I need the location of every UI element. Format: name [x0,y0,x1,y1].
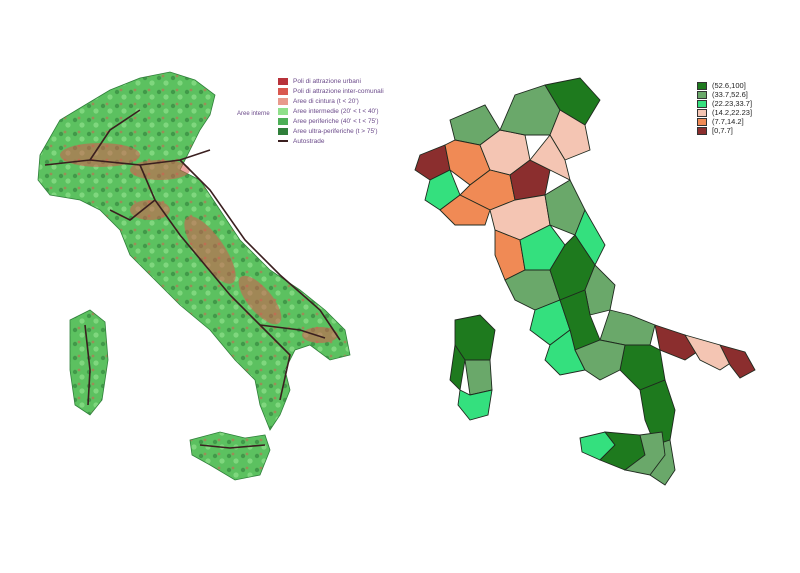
choropleth-legend-label: (52.6,100] [712,81,746,90]
choropleth-map [400,60,780,500]
inner-areas-legend: Poli di attrazione urbani Poli di attrazi… [278,76,388,146]
inner-areas-legend-swatch [278,117,288,125]
inner-areas-legend-swatch [278,127,288,135]
province-puglia-1 [599,309,656,346]
sicily-shape [189,431,271,481]
inner-areas-legend-item: Poli di attrazione urbani [278,76,388,86]
inner-areas-map-svg [37,71,351,481]
inner-areas-legend-item: Aree di cintura (t < 20') [278,96,388,106]
choropleth-legend-swatch [697,126,707,135]
province-puglia-3 [684,334,736,371]
inner-areas-map [30,60,380,500]
inner-areas-legend-label: Aree intermedie (20' < t < 40') [293,107,379,115]
province-ligur [439,194,491,226]
inner-areas-group-label: Aree interne [237,111,270,117]
choropleth-legend-item: (7.7,14.2] [697,117,787,126]
inner-areas-legend-swatch [278,107,288,115]
choropleth-legend-item: (14.2,22.23] [697,108,787,117]
province-north-5 [544,77,601,126]
inner-areas-legend-label: Poli di attrazione urbani [293,77,361,85]
choropleth-legend-swatch [697,108,707,117]
province-sardinia-c [464,359,493,396]
choropleth-legend-item: (22.23,33.7] [697,99,787,108]
choropleth-legend: (52.6,100] (33.7,52.6] (22.23,33.7] (14.2,2… [697,81,787,135]
inner-areas-legend-item: Aree ultra-periferiche (t > 75') [278,126,388,136]
choropleth-legend-label: (22.23,33.7] [712,99,753,108]
choropleth-legend-item: (33.7,52.6] [697,90,787,99]
choropleth-legend-label: [0,7.7] [712,126,733,135]
inner-areas-legend-label: Poli di attrazione inter-comunali [293,87,384,95]
choropleth-legend-item: (52.6,100] [697,81,787,90]
inner-areas-legend-swatch [278,77,288,85]
choropleth-legend-item: [0,7.7] [697,126,787,135]
provinces [414,77,756,486]
province-sardinia-s [457,389,493,421]
inner-areas-legend-swatch [278,140,288,142]
inner-areas-legend-label: Aree ultra-periferiche (t > 75') [293,127,378,135]
province-po-3 [529,134,571,181]
province-campania [574,339,626,381]
choropleth-legend-label: (7.7,14.2] [712,117,744,126]
inner-areas-legend-label: Aree di cintura (t < 20') [293,97,359,105]
province-po-2 [509,159,551,201]
province-salento [719,344,756,379]
choropleth-legend-swatch [697,90,707,99]
inner-areas-legend-item: Autostrade [278,136,388,146]
inner-areas-legend-label: Autostrade [293,137,325,145]
inner-areas-legend-item: Poli di attrazione inter-comunali [278,86,388,96]
choropleth-legend-swatch [697,81,707,90]
province-puglia-2 [654,324,701,361]
choropleth-legend-label: (14.2,22.23] [712,108,753,117]
highway-network [44,109,341,449]
inner-areas-legend-label: Aree periferiche (40' < t < 75') [293,117,379,125]
choropleth-map-svg [414,77,756,486]
inner-areas-legend-swatch [278,97,288,105]
inner-areas-legend-swatch [278,87,288,95]
inner-areas-legend-item: Aree periferiche (40' < t < 75') [278,116,388,126]
province-sicily-e [623,431,666,476]
choropleth-legend-swatch [697,99,707,108]
choropleth-legend-label: (33.7,52.6] [712,90,748,99]
choropleth-legend-swatch [697,117,707,126]
inner-areas-legend-item: Aree intermedie (20' < t < 40') [278,106,388,116]
